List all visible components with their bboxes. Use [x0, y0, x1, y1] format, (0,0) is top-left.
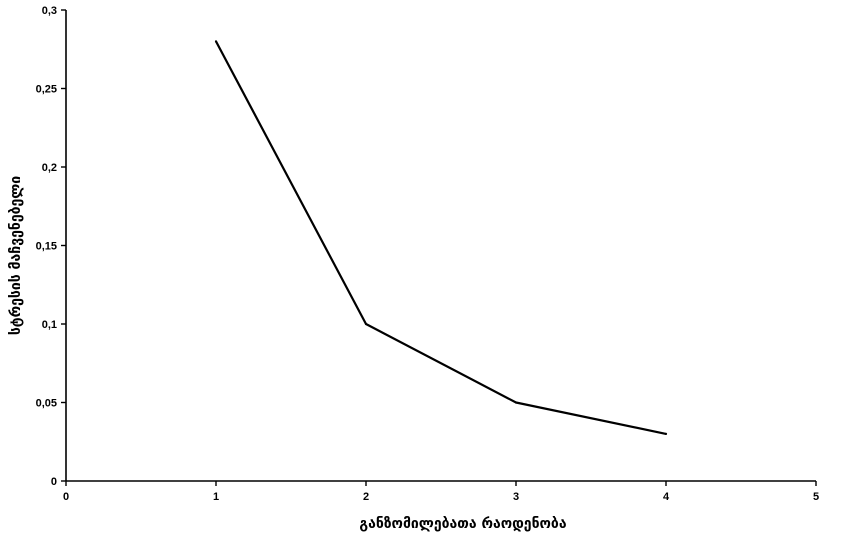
series-line-0 — [215, 40, 667, 435]
y-tick-label: 0,2 — [42, 162, 57, 174]
y-tick-label: 0,3 — [42, 5, 57, 17]
x-tick-label: 0 — [63, 491, 69, 503]
x-tick-label: 4 — [663, 491, 670, 503]
y-tick-label: 0,25 — [36, 84, 57, 96]
y-tick-label: 0,05 — [36, 398, 57, 410]
data-point — [514, 401, 518, 404]
y-tick-label: 0 — [51, 476, 57, 488]
x-tick-label: 1 — [213, 491, 219, 503]
y-axis-ticks: 0 0,05 0,1 0,15 0,2 0,25 0,3 — [36, 5, 66, 488]
series-group — [214, 40, 668, 435]
x-tick-label: 5 — [813, 491, 819, 503]
y-tick-label: 0,1 — [42, 319, 57, 331]
data-point — [664, 432, 668, 435]
x-tick-label: 2 — [363, 491, 369, 503]
x-axis-ticks: 0 1 2 3 4 5 — [63, 481, 819, 503]
x-axis-title: განზომილებათა რაოდენობა — [359, 516, 566, 532]
y-axis-title: სტრესის მაჩვენებელი — [8, 176, 24, 335]
data-point — [214, 40, 218, 43]
x-tick-label: 3 — [513, 491, 519, 503]
data-point — [364, 322, 368, 326]
y-tick-label: 0,15 — [36, 241, 57, 253]
